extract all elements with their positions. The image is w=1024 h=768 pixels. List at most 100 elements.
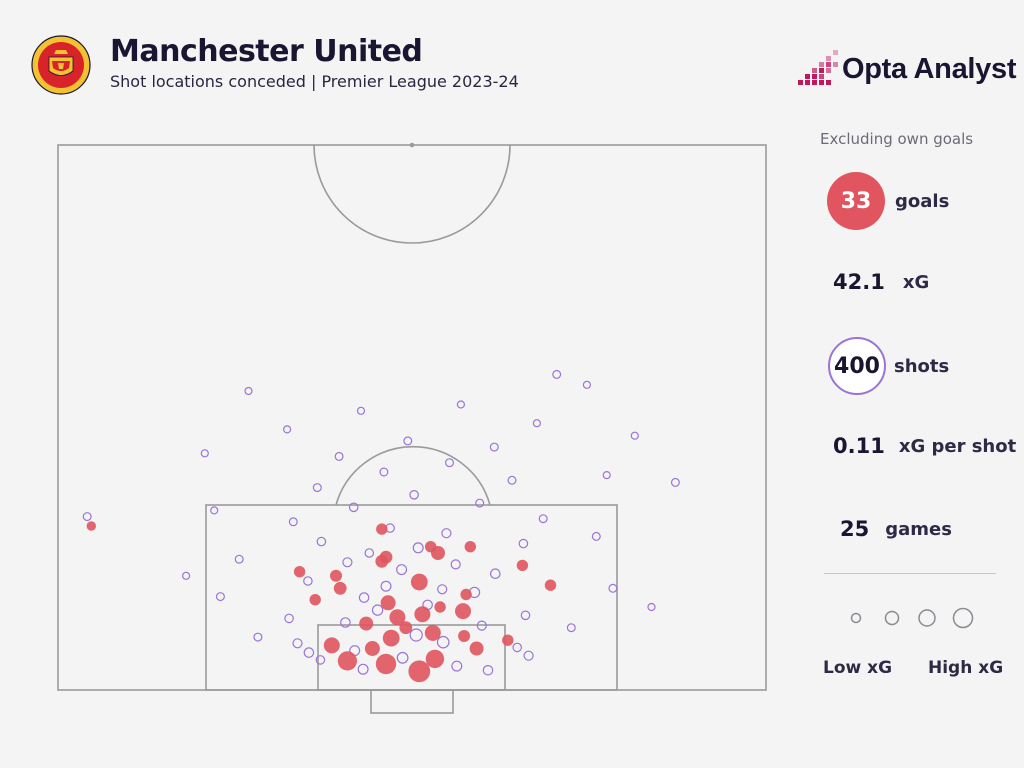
- centre-circle: [313, 144, 511, 244]
- penalty-area: [205, 504, 618, 691]
- shot-marker: [489, 442, 499, 452]
- shot-marker: [358, 592, 370, 603]
- shot-marker: [244, 386, 253, 396]
- shot-marker: [253, 632, 263, 642]
- shot-marker: [437, 584, 448, 595]
- goal-marker: [455, 603, 471, 620]
- page-title: Manchester United: [110, 34, 423, 69]
- goal-marker: [425, 541, 437, 553]
- shot-marker: [523, 650, 534, 661]
- shot-marker: [445, 458, 455, 468]
- shot-marker: [450, 559, 461, 570]
- shot-marker: [482, 664, 494, 676]
- goal-marker: [410, 573, 428, 591]
- legend-high-label: High xG: [928, 658, 1004, 678]
- shot-marker: [342, 557, 353, 568]
- shot-marker: [538, 514, 548, 524]
- shot-marker: [670, 477, 680, 487]
- goals-stat: 33 goals: [820, 172, 949, 230]
- goal-marker: [424, 624, 441, 641]
- shot-marker: [630, 431, 639, 440]
- shot-marker: [441, 528, 452, 539]
- shot-marker: [288, 517, 298, 527]
- games-stat: 25 games: [820, 517, 952, 541]
- shot-marker: [210, 506, 219, 515]
- shot-marker: [357, 663, 369, 675]
- shot-marker: [315, 655, 326, 665]
- centre-spot: [409, 142, 415, 148]
- shot-marker: [200, 449, 209, 458]
- shot-marker: [356, 406, 366, 415]
- half-pitch-outline: [57, 144, 767, 691]
- shot-marker: [312, 483, 322, 493]
- legend-circle-m: [918, 609, 936, 627]
- shot-marker: [647, 602, 656, 612]
- manchester-united-crest-icon: [31, 35, 91, 95]
- shot-marker: [316, 536, 327, 547]
- goal-marker: [425, 649, 445, 669]
- shot-marker: [409, 628, 423, 642]
- shot-marker: [403, 436, 413, 446]
- shot-marker: [436, 635, 450, 649]
- shot-marker: [334, 451, 344, 461]
- goal-marker: [502, 634, 514, 646]
- goal-marker: [380, 595, 396, 611]
- goals-value-badge: 33: [827, 172, 885, 230]
- xg-stat: 42.1 xG: [820, 270, 929, 294]
- shot-marker: [552, 369, 562, 379]
- exclusion-note: Excluding own goals: [820, 130, 974, 148]
- page-subtitle: Shot locations conceded | Premier League…: [110, 72, 519, 91]
- goal-marker: [359, 616, 374, 631]
- shot-marker: [451, 660, 463, 672]
- legend-circle-l: [952, 607, 974, 629]
- games-label: games: [885, 518, 952, 540]
- shot-marker: [602, 471, 611, 480]
- goal-marker: [364, 641, 380, 656]
- shots-stat: 400 shots: [820, 337, 949, 395]
- shot-marker: [456, 400, 465, 409]
- goal-frame: [370, 689, 454, 714]
- shot-marker: [234, 554, 244, 564]
- xg-size-legend: [850, 607, 974, 629]
- legend-low-label: Low xG: [823, 658, 893, 678]
- goal-marker: [309, 594, 321, 606]
- shot-marker: [520, 610, 531, 621]
- goal-marker: [460, 588, 472, 601]
- sidebar-divider: [824, 573, 996, 574]
- xg-value: 42.1: [833, 270, 885, 294]
- shot-marker: [396, 564, 408, 576]
- goals-label: goals: [895, 190, 950, 212]
- shot-marker: [303, 576, 313, 586]
- shot-marker: [371, 604, 384, 616]
- goal-marker: [458, 630, 471, 642]
- shot-marker: [608, 583, 618, 593]
- shot-marker: [283, 425, 292, 434]
- shot-marker: [475, 498, 485, 508]
- goal-marker: [86, 521, 97, 531]
- shot-marker: [303, 647, 315, 658]
- goal-marker: [516, 559, 529, 572]
- goal-marker: [389, 609, 406, 626]
- opta-analyst-logo-icon: [798, 50, 838, 85]
- goal-marker: [379, 550, 393, 564]
- shot-marker: [518, 538, 529, 549]
- games-value: 25: [840, 517, 870, 541]
- shot-marker: [512, 642, 522, 653]
- goal-marker: [323, 637, 340, 654]
- goal-marker: [330, 569, 342, 582]
- shot-marker: [476, 620, 487, 631]
- goal-marker: [382, 629, 400, 647]
- goal-marker: [434, 601, 446, 613]
- xg-per-shot-value: 0.11: [833, 434, 885, 458]
- goal-marker: [399, 621, 413, 635]
- shot-marker: [379, 467, 389, 477]
- penalty-arc: [335, 445, 491, 506]
- shot-marker: [340, 617, 351, 628]
- shot-marker: [582, 380, 592, 389]
- shot-marker: [566, 623, 576, 633]
- goal-marker: [293, 566, 306, 578]
- goal-marker: [464, 541, 476, 553]
- goal-marker: [544, 579, 557, 591]
- shot-marker: [489, 568, 501, 579]
- goal-marker: [333, 581, 347, 595]
